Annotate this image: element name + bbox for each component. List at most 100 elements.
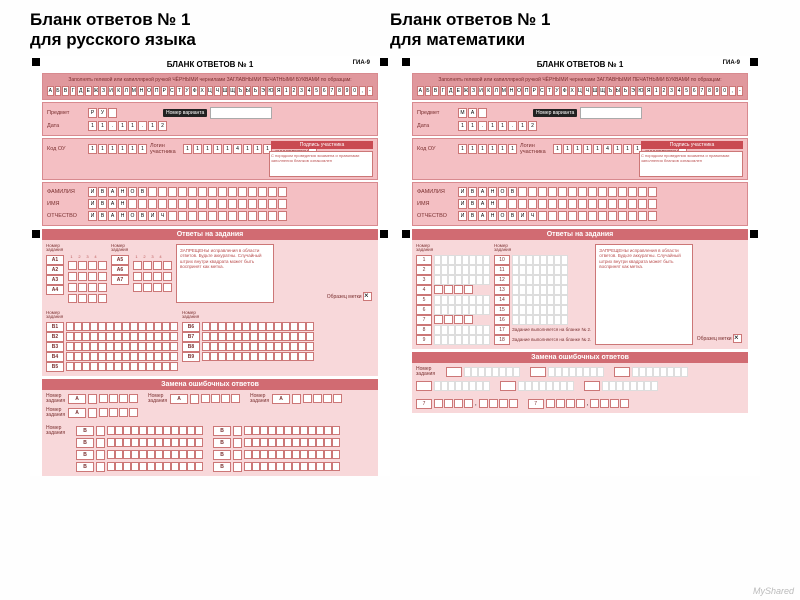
rep-num[interactable] [292,394,301,404]
cell[interactable] [547,315,554,325]
cell[interactable] [187,462,195,471]
cell[interactable] [598,211,607,221]
cell[interactable] [519,305,526,315]
cell[interactable] [155,438,163,447]
cell[interactable]: 1 [478,144,487,154]
cell[interactable] [434,335,441,345]
option-box[interactable] [231,394,240,403]
cell[interactable]: Н [488,187,497,197]
cell[interactable] [578,187,587,197]
cell[interactable] [597,367,604,377]
cell[interactable] [284,426,292,435]
cell[interactable] [332,462,340,471]
cell[interactable] [252,426,260,435]
cell[interactable] [588,199,597,209]
cell[interactable]: А [478,211,487,221]
cell[interactable] [276,450,284,459]
cell[interactable] [244,438,252,447]
cell[interactable] [569,367,576,377]
cell[interactable] [179,438,187,447]
cell[interactable] [455,325,462,335]
cell[interactable] [651,381,658,391]
cell[interactable] [476,255,483,265]
cell[interactable] [478,108,487,118]
cell[interactable] [441,335,448,345]
cell[interactable] [146,362,154,371]
cell[interactable] [250,342,258,351]
cell[interactable] [554,305,561,315]
cell[interactable]: А [468,108,477,118]
cell[interactable] [448,255,455,265]
cell[interactable] [210,322,218,331]
cell[interactable]: 4 [603,144,612,154]
option-box[interactable] [78,283,87,292]
cell[interactable] [218,199,227,209]
cell[interactable] [98,352,106,361]
rep-num[interactable] [190,394,199,404]
cell[interactable] [123,426,131,435]
cell[interactable] [618,187,627,197]
cell[interactable] [98,362,106,371]
cell[interactable] [547,265,554,275]
cell[interactable] [107,462,115,471]
cell[interactable] [308,450,316,459]
cell[interactable] [469,265,476,275]
cell[interactable] [250,352,258,361]
cell[interactable] [469,275,476,285]
option-box[interactable] [509,399,518,408]
cell[interactable] [499,367,506,377]
cell[interactable] [82,332,90,341]
cell[interactable]: И [518,211,527,221]
cell[interactable] [561,315,568,325]
cell[interactable] [555,367,562,377]
cell[interactable] [146,332,154,341]
cell[interactable]: 1 [468,121,477,131]
option-box[interactable] [434,315,443,324]
cell[interactable]: 2 [528,121,537,131]
cell[interactable]: 1 [623,144,632,154]
cell[interactable] [74,332,82,341]
cell[interactable]: И [148,211,157,221]
cell[interactable] [533,265,540,275]
cell[interactable] [483,255,490,265]
cell[interactable] [623,381,630,391]
cell[interactable] [90,342,98,351]
rep-a[interactable]: А [68,394,86,404]
option-box[interactable] [444,315,453,324]
cell[interactable] [266,322,274,331]
cell[interactable] [178,199,187,209]
cell[interactable] [154,362,162,371]
cell[interactable] [638,187,647,197]
cell[interactable] [628,211,637,221]
option-box[interactable] [78,261,87,270]
cell[interactable] [171,438,179,447]
rep-b[interactable]: В [213,438,231,448]
option-box[interactable] [333,394,342,403]
cell[interactable] [441,265,448,275]
option-box[interactable] [133,272,142,281]
cell[interactable]: В [98,199,107,209]
rep-bnum[interactable] [96,426,105,436]
option-box[interactable] [68,272,77,281]
option-box[interactable] [464,315,473,324]
cell[interactable] [646,367,653,377]
cell[interactable] [667,367,674,377]
cell[interactable] [519,265,526,275]
cell[interactable] [306,322,314,331]
option-box[interactable] [99,408,108,417]
cell[interactable] [107,438,115,447]
cell[interactable] [526,295,533,305]
cell[interactable] [590,367,597,377]
option-box[interactable] [68,294,77,303]
cell[interactable] [512,255,519,265]
cell[interactable] [146,352,154,361]
cell[interactable] [248,211,257,221]
cell[interactable] [616,381,623,391]
cell[interactable] [292,438,300,447]
cell[interactable] [170,362,178,371]
cell[interactable]: Н [118,199,127,209]
option-box[interactable] [454,315,463,324]
cell[interactable] [434,255,441,265]
cell[interactable] [300,426,308,435]
cell[interactable] [114,362,122,371]
